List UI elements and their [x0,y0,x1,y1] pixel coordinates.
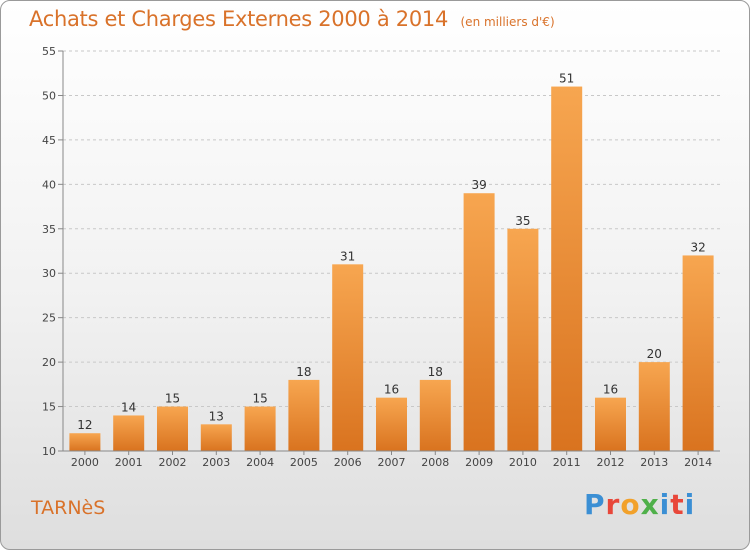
bar [551,86,583,452]
x-tick-label: 2007 [378,456,406,469]
y-tick-label: 20 [42,356,56,369]
bar-value-label: 14 [121,400,136,414]
logo-letter: i [684,488,696,521]
bar-value-label: 51 [559,72,574,86]
bar-value-label: 15 [165,392,180,406]
x-tick-label: 2013 [640,456,668,469]
title-row: Achats et Charges Externes 2000 à 2014 (… [29,7,555,31]
bar [69,433,101,451]
y-tick-label: 40 [42,178,56,191]
x-tick-label: 2009 [465,456,493,469]
bar [332,264,364,451]
axes [58,50,720,455]
bars [69,86,714,452]
bar-value-label: 31 [340,249,355,263]
bar-value-label: 32 [690,240,705,254]
bar-value-label: 12 [77,418,92,432]
grid-lines [63,50,720,408]
x-tick-label: 2005 [290,456,318,469]
logo-letter: P [584,488,606,521]
y-tick-label: 45 [42,134,56,147]
logo-letter: r [605,488,621,521]
labels: 10 15 20 25 30 35 40 45 50 55 12 2000 14 2001 15 2002 13… [42,45,712,469]
chart-title: Achats et Charges Externes 2000 à 2014 [29,7,449,31]
bar-value-label: 16 [603,383,618,397]
logo-letter: x [640,488,660,521]
x-tick-label: 2003 [202,456,230,469]
y-tick-label: 35 [42,223,56,236]
bar [682,255,714,451]
bar [157,406,188,451]
bar-value-label: 13 [209,409,224,423]
x-tick-label: 2008 [421,456,449,469]
bar [507,228,539,451]
chart-unit: (en milliers d'€) [460,15,555,29]
bar [113,415,145,451]
bar [288,379,320,451]
x-tick-label: 2001 [115,456,143,469]
bar [419,379,451,451]
bar-value-label: 39 [471,178,486,192]
logo-letter: i [659,488,671,521]
proxiti-logo: Proxiti [584,488,695,521]
y-tick-label: 10 [42,445,56,458]
x-tick-label: 2012 [597,456,625,469]
y-tick-label: 55 [42,45,56,58]
x-tick-label: 2014 [684,456,712,469]
logo-letter: t [670,488,685,521]
bar-value-label: 18 [428,365,443,379]
bar-value-label: 20 [647,347,662,361]
x-tick-label: 2006 [334,456,362,469]
bar [638,362,670,451]
bar [376,397,407,451]
y-tick-label: 50 [42,89,56,102]
bar [463,193,495,451]
bar-value-label: 15 [252,392,267,406]
bar-value-label: 16 [384,383,399,397]
bar [595,397,626,451]
bar [200,424,232,451]
x-tick-label: 2002 [159,456,187,469]
bar-value-label: 35 [515,214,530,228]
x-tick-label: 2000 [71,456,99,469]
x-tick-label: 2011 [553,456,581,469]
bar-value-label: 18 [296,365,311,379]
x-tick-label: 2010 [509,456,537,469]
x-tick-label: 2004 [246,456,274,469]
commune-name: TARNèS [31,497,106,519]
logo-letter: o [620,488,641,521]
y-tick-label: 25 [42,312,56,325]
bar [244,406,276,451]
y-tick-label: 30 [42,267,56,280]
y-tick-label: 15 [42,401,56,414]
